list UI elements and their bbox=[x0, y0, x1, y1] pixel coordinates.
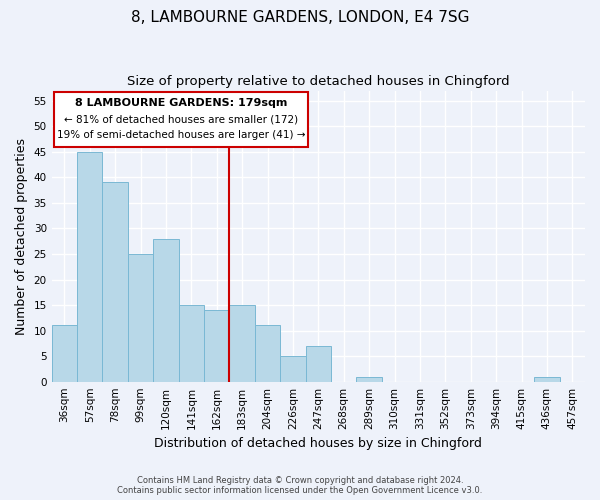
Text: 8 LAMBOURNE GARDENS: 179sqm: 8 LAMBOURNE GARDENS: 179sqm bbox=[75, 98, 287, 108]
Bar bbox=[255, 326, 280, 382]
Text: Contains HM Land Registry data © Crown copyright and database right 2024.
Contai: Contains HM Land Registry data © Crown c… bbox=[118, 476, 482, 495]
Bar bbox=[52, 326, 77, 382]
Title: Size of property relative to detached houses in Chingford: Size of property relative to detached ho… bbox=[127, 75, 509, 88]
Bar bbox=[280, 356, 305, 382]
Bar bbox=[204, 310, 229, 382]
Text: ← 81% of detached houses are smaller (172): ← 81% of detached houses are smaller (17… bbox=[64, 114, 298, 124]
Bar bbox=[305, 346, 331, 382]
FancyBboxPatch shape bbox=[54, 92, 308, 146]
Y-axis label: Number of detached properties: Number of detached properties bbox=[15, 138, 28, 334]
Bar bbox=[534, 376, 560, 382]
Bar bbox=[356, 376, 382, 382]
Bar bbox=[229, 305, 255, 382]
Bar bbox=[128, 254, 153, 382]
Text: 19% of semi-detached houses are larger (41) →: 19% of semi-detached houses are larger (… bbox=[57, 130, 305, 140]
Bar bbox=[153, 238, 179, 382]
Bar bbox=[77, 152, 103, 382]
Bar bbox=[179, 305, 204, 382]
X-axis label: Distribution of detached houses by size in Chingford: Distribution of detached houses by size … bbox=[154, 437, 482, 450]
Bar bbox=[103, 182, 128, 382]
Text: 8, LAMBOURNE GARDENS, LONDON, E4 7SG: 8, LAMBOURNE GARDENS, LONDON, E4 7SG bbox=[131, 10, 469, 25]
